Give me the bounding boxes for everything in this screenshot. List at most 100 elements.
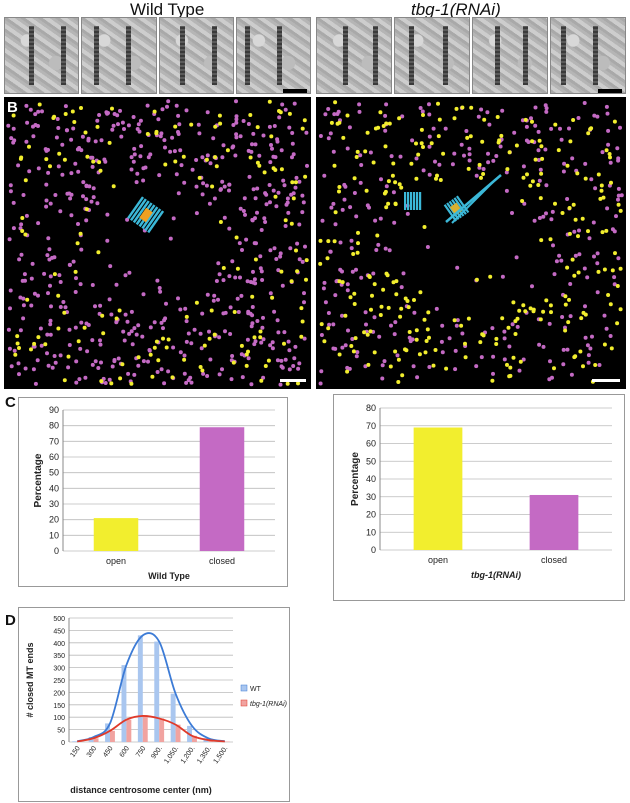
closed-end-dot bbox=[194, 211, 199, 216]
open-end-dot bbox=[488, 274, 493, 279]
closed-end-dot bbox=[93, 304, 97, 309]
closed-end-dot bbox=[17, 257, 22, 262]
open-end-dot bbox=[296, 381, 300, 386]
open-end-dot bbox=[101, 331, 106, 336]
closed-end-dot bbox=[504, 188, 509, 193]
open-end-dot bbox=[466, 166, 471, 171]
closed-end-dot bbox=[86, 138, 91, 143]
closed-end-dot bbox=[85, 349, 90, 354]
bar-rnai bbox=[126, 719, 132, 742]
closed-end-dot bbox=[333, 293, 338, 298]
open-end-dot bbox=[426, 310, 431, 315]
open-end-dot bbox=[452, 116, 457, 121]
closed-end-dot bbox=[431, 126, 436, 131]
closed-end-dot bbox=[200, 192, 205, 197]
closed-end-dot bbox=[58, 353, 63, 358]
closed-end-dot bbox=[136, 363, 141, 368]
closed-end-dot bbox=[318, 134, 323, 138]
open-end-dot bbox=[212, 332, 217, 337]
closed-end-dot bbox=[592, 113, 597, 118]
closed-end-dot bbox=[99, 138, 104, 143]
open-end-dot bbox=[518, 359, 523, 364]
open-end-dot bbox=[253, 257, 258, 262]
closed-end-dot bbox=[616, 186, 621, 191]
open-end-dot bbox=[539, 144, 544, 149]
closed-end-dot bbox=[211, 298, 216, 303]
closed-end-dot bbox=[125, 319, 130, 324]
closed-end-dot bbox=[158, 289, 163, 294]
closed-end-dot bbox=[268, 200, 272, 205]
closed-end-dot bbox=[126, 123, 131, 128]
open-end-dot bbox=[15, 341, 20, 346]
closed-end-dot bbox=[376, 242, 381, 247]
closed-end-dot bbox=[290, 131, 295, 135]
open-end-dot bbox=[258, 329, 263, 334]
open-end-dot bbox=[319, 322, 324, 327]
closed-end-dot bbox=[391, 190, 396, 195]
closed-end-dot bbox=[614, 214, 618, 219]
open-end-dot bbox=[202, 343, 207, 348]
open-end-dot bbox=[406, 305, 411, 310]
closed-end-dot bbox=[287, 125, 292, 130]
open-end-dot bbox=[616, 202, 621, 207]
open-end-dot bbox=[111, 184, 116, 189]
closed-end-dot bbox=[455, 318, 460, 323]
y-tick-label: 10 bbox=[49, 530, 59, 540]
closed-end-dot bbox=[31, 134, 36, 139]
open-end-dot bbox=[399, 185, 404, 190]
closed-end-dot bbox=[347, 125, 352, 130]
closed-end-dot bbox=[387, 248, 392, 253]
closed-end-dot bbox=[587, 236, 592, 241]
y-tick-label: 40 bbox=[366, 474, 376, 484]
open-end-dot bbox=[425, 327, 430, 332]
closed-end-dot bbox=[8, 288, 13, 293]
closed-end-dot bbox=[123, 273, 128, 278]
open-end-dot bbox=[530, 179, 535, 184]
closed-end-dot bbox=[565, 197, 570, 201]
closed-end-dot bbox=[563, 325, 567, 330]
open-end-dot bbox=[76, 339, 81, 344]
closed-end-dot bbox=[69, 171, 74, 176]
open-end-dot bbox=[397, 116, 402, 121]
closed-end-dot bbox=[98, 342, 103, 347]
closed-end-dot bbox=[46, 236, 51, 241]
open-end-dot bbox=[581, 364, 585, 369]
open-end-dot bbox=[217, 113, 222, 118]
closed-end-dot bbox=[530, 284, 534, 289]
closed-end-dot bbox=[322, 173, 327, 178]
closed-end-dot bbox=[205, 153, 210, 158]
legend-label-wt: WT bbox=[250, 686, 262, 693]
closed-end-dot bbox=[132, 326, 137, 331]
closed-end-dot bbox=[380, 376, 385, 381]
closed-end-dot bbox=[586, 353, 591, 358]
closed-end-dot bbox=[105, 111, 110, 116]
closed-end-dot bbox=[261, 337, 266, 342]
closed-end-dot bbox=[359, 275, 364, 280]
open-end-dot bbox=[553, 201, 557, 206]
closed-end-dot bbox=[12, 348, 17, 353]
open-end-dot bbox=[57, 151, 62, 156]
closed-end-dot bbox=[372, 315, 377, 320]
closed-end-dot bbox=[73, 161, 78, 166]
open-end-dot bbox=[325, 256, 330, 261]
closed-end-dot bbox=[537, 216, 542, 220]
bar-wt bbox=[72, 741, 78, 742]
open-end-dot bbox=[213, 124, 218, 129]
closed-end-dot bbox=[227, 188, 231, 193]
closed-end-dot bbox=[294, 175, 299, 180]
closed-end-dot bbox=[254, 241, 258, 246]
closed-end-dot bbox=[440, 350, 445, 355]
closed-end-dot bbox=[182, 353, 187, 358]
open-end-dot bbox=[52, 272, 57, 277]
closed-end-dot bbox=[148, 325, 153, 330]
closed-end-dot bbox=[572, 229, 577, 234]
closed-end-dot bbox=[357, 102, 362, 107]
closed-end-dot bbox=[549, 217, 554, 222]
closed-end-dot bbox=[67, 262, 72, 267]
closed-end-dot bbox=[48, 322, 53, 327]
open-end-dot bbox=[528, 183, 533, 188]
open-end-dot bbox=[474, 277, 479, 282]
closed-end-dot bbox=[140, 334, 145, 339]
closed-end-dot bbox=[48, 318, 53, 323]
closed-end-dot bbox=[186, 378, 191, 383]
